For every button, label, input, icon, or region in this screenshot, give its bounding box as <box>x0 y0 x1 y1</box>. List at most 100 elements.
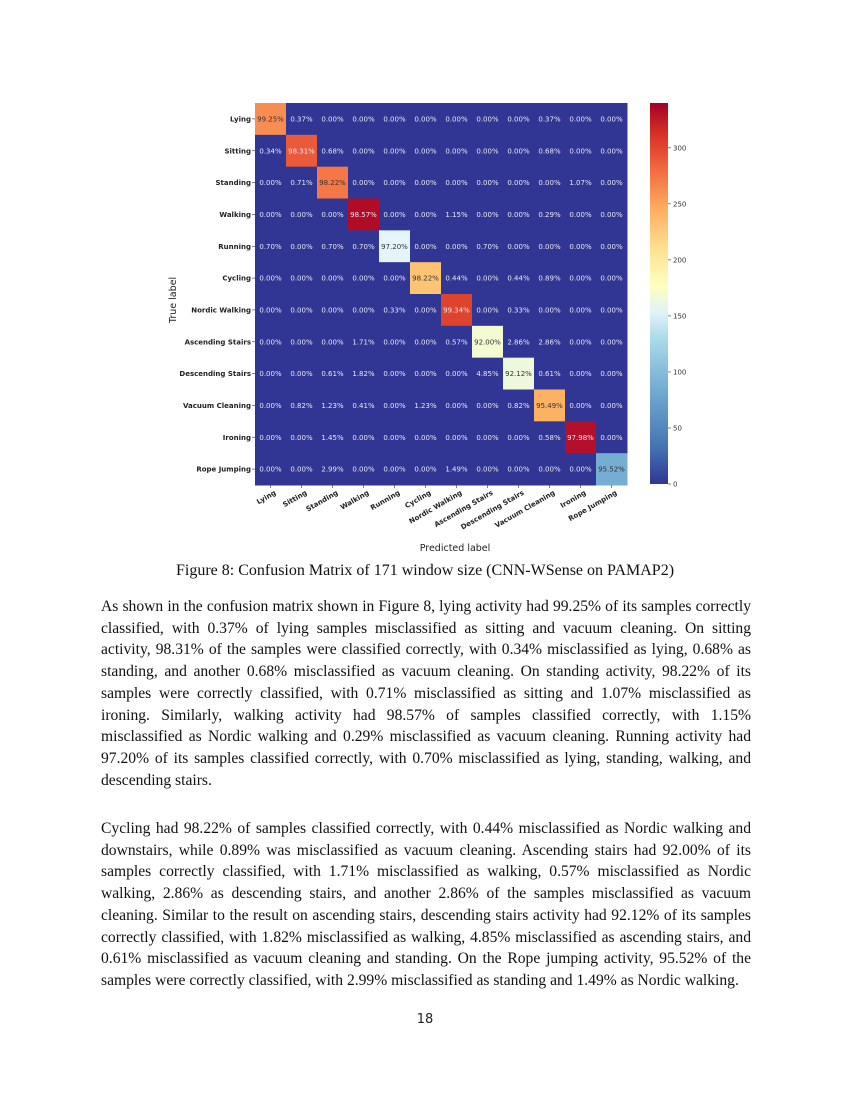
heatmap-cell <box>379 166 411 199</box>
cell-value-label: 0.00% <box>507 243 530 251</box>
heatmap-cell <box>503 357 535 390</box>
heatmap-cell <box>596 421 628 454</box>
heatmap-cell <box>379 357 411 390</box>
heatmap-cell <box>503 198 535 231</box>
cell-value-label: 0.00% <box>259 402 282 410</box>
cell-value-label: 0.00% <box>600 211 623 219</box>
heatmap-cell <box>410 453 442 486</box>
cell-value-label: 0.00% <box>507 179 530 187</box>
cell-value-label: 0.00% <box>600 275 623 283</box>
heatmap-cell <box>596 294 628 327</box>
heatmap-cell <box>503 294 535 327</box>
heatmap-cell <box>565 262 597 295</box>
heatmap-cell <box>317 421 349 454</box>
heatmap-cell <box>348 294 380 327</box>
body-paragraph-1: As shown in the confusion matrix shown i… <box>101 598 751 789</box>
heatmap-cell <box>317 103 349 136</box>
y-tick-label: Walking <box>219 211 251 219</box>
cell-value-label: 0.37% <box>538 115 561 123</box>
heatmap-cell <box>379 134 411 168</box>
heatmap-cell <box>534 134 566 168</box>
heatmap-cell <box>441 325 473 359</box>
heatmap-cell <box>596 325 628 359</box>
cell-value-label: 0.00% <box>507 211 530 219</box>
heatmap-cell <box>503 134 535 168</box>
heatmap-cell <box>565 357 597 390</box>
cell-value-label: 0.00% <box>507 466 530 474</box>
heatmap-cell <box>596 389 628 422</box>
heatmap-cell <box>441 134 473 168</box>
colorbar-tick-label: 0 <box>673 481 677 489</box>
y-tick-labels: Lying Sitting Standing Walking Running Cyclin… <box>179 115 255 474</box>
heatmap-cell <box>348 230 380 263</box>
y-tick-label: Vacuum Cleaning <box>183 402 251 410</box>
cell-value-label: 0.00% <box>414 338 437 346</box>
heatmap-cell <box>472 294 504 327</box>
colorbar-tick-label: 50 <box>673 424 682 432</box>
heatmap-cell <box>317 453 349 486</box>
y-tick-label: Lying <box>230 115 251 123</box>
heatmap-cell <box>255 421 287 454</box>
heatmap-cell <box>286 294 318 327</box>
heatmap-cell <box>534 166 566 199</box>
heatmap-cell <box>596 134 628 168</box>
cell-value-label: 0.00% <box>507 434 530 442</box>
heatmap-cell <box>348 262 380 295</box>
heatmap-cell <box>410 103 442 136</box>
figure-caption: Figure 8: Confusion Matrix of 171 window… <box>175 562 675 579</box>
heatmap-cell <box>503 262 535 295</box>
heatmap-cell <box>317 325 349 359</box>
cell-value-label: 0.00% <box>476 434 499 442</box>
x-tick-label: Vacuum Cleaning <box>494 489 557 530</box>
heatmap-cell <box>255 198 287 231</box>
cell-value-label: 0.00% <box>383 275 406 283</box>
heatmap-cell <box>503 421 535 454</box>
heatmap-cell <box>472 357 504 390</box>
cell-value-label: 0.00% <box>259 466 282 474</box>
heatmap-cell <box>534 453 566 486</box>
cell-value-label: 0.00% <box>600 338 623 346</box>
cell-value-label: 0.00% <box>538 466 561 474</box>
cell-value-label: 0.68% <box>538 147 561 155</box>
cell-value-label: 0.00% <box>414 306 437 314</box>
heatmap-cell <box>596 230 628 263</box>
cell-value-label: 0.37% <box>290 115 313 123</box>
cell-value-label: 0.00% <box>600 115 623 123</box>
heatmap-cell <box>410 230 442 263</box>
heatmap-cell <box>379 453 411 486</box>
heatmap-cell <box>286 389 318 422</box>
cell-value-label: 0.00% <box>352 275 375 283</box>
cell-value-label: 0.00% <box>476 115 499 123</box>
heatmap-cell <box>565 166 597 199</box>
heatmap-cell <box>596 262 628 295</box>
heatmap-cell <box>255 294 287 327</box>
heatmap-cell <box>317 230 349 263</box>
cell-value-label: 0.00% <box>569 115 592 123</box>
heatmap-cell <box>472 134 504 168</box>
heatmap-cell <box>379 230 411 263</box>
cell-value-label: 0.00% <box>445 370 468 378</box>
heatmap-cell <box>379 421 411 454</box>
cell-value-label: 0.68% <box>321 147 344 155</box>
cell-value-label: 0.00% <box>352 434 375 442</box>
heatmap-cell <box>348 453 380 486</box>
heatmap-cell <box>317 357 349 390</box>
heatmap-cell <box>596 103 628 136</box>
cell-value-label: 0.00% <box>352 115 375 123</box>
cell-value-label: 0.00% <box>352 179 375 187</box>
cell-value-label: 0.00% <box>352 306 375 314</box>
page-number: 18 <box>416 1012 434 1027</box>
cell-value-label: 0.00% <box>445 147 468 155</box>
heatmap-cell <box>596 198 628 231</box>
heatmap-cell <box>348 357 380 390</box>
cell-value-label: 0.00% <box>321 338 344 346</box>
colorbar-tick-label: 200 <box>673 256 686 264</box>
cell-value-label: 1.82% <box>352 370 375 378</box>
cell-value-label: 0.00% <box>383 179 406 187</box>
heatmap-cell <box>441 166 473 199</box>
y-tick-label: Cycling <box>222 275 251 283</box>
heatmap-cell <box>565 421 597 454</box>
x-tick-label: Walking <box>339 489 370 512</box>
heatmap-cell <box>379 103 411 136</box>
